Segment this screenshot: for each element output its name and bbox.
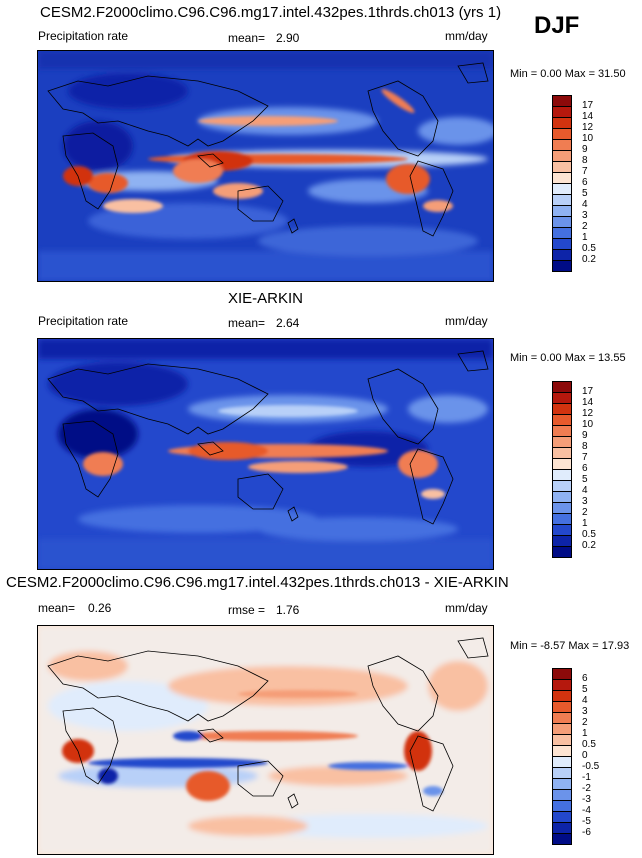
season-label: DJF: [534, 12, 580, 39]
colorbar-label: 5: [582, 474, 588, 485]
colorbar-label: 7: [582, 166, 588, 177]
panel-3-map: [37, 625, 494, 855]
colorbar-label: 3: [582, 210, 588, 221]
panel-1-colorbar: [552, 95, 572, 272]
panel-1-mean-label: mean=: [228, 31, 266, 45]
colorbar-label: 0: [582, 750, 588, 761]
colorbar-label: 0.2: [582, 540, 596, 551]
panel-3-units: mm/day: [445, 601, 488, 615]
colorbar-label: 0.5: [582, 529, 596, 540]
colorbar-label: 1: [582, 728, 588, 739]
colorbar-label: 1: [582, 518, 588, 529]
colorbar-label: -0.5: [582, 761, 600, 772]
colorbar-label: 0.5: [582, 739, 596, 750]
panel-3-mean-label: mean=: [38, 601, 76, 615]
colorbar-label: 2: [582, 717, 588, 728]
colorbar-label: 12: [582, 408, 594, 419]
panel-1-map-field: [38, 51, 493, 281]
colorbar-label: 12: [582, 122, 594, 133]
colorbar-label: 2: [582, 507, 588, 518]
panel-3-map-field: [38, 626, 493, 854]
colorbar-label: 17: [582, 100, 594, 111]
colorbar-label: 9: [582, 430, 588, 441]
colorbar-label: -3: [582, 794, 591, 805]
panel-1-map: [37, 50, 494, 282]
colorbar-label: 6: [582, 177, 588, 188]
panel-2-units: mm/day: [445, 314, 488, 328]
colorbar-label: 3: [582, 496, 588, 507]
panel-2-colorbar: [552, 381, 572, 558]
panel-1-units: mm/day: [445, 29, 488, 43]
panel-2-mean-value: 2.64: [276, 316, 300, 330]
colorbar-label: 3: [582, 706, 588, 717]
colorbar-label: 7: [582, 452, 588, 463]
panel-1-variable: Precipitation rate: [38, 29, 129, 43]
colorbar-label: 4: [582, 695, 588, 706]
colorbar-label: 14: [582, 111, 594, 122]
panel-3-rmse-label: rmse =: [228, 603, 266, 617]
colorbar-label: 0.5: [582, 243, 596, 254]
colorbar-label: 6: [582, 463, 588, 474]
panel-3-min-max: Min = -8.57 Max = 17.93: [510, 640, 630, 652]
panel-2-min-max: Min = 0.00 Max = 13.55: [510, 352, 626, 364]
panel-2-mean-label: mean=: [228, 316, 266, 330]
panel-2-map-field: [38, 339, 493, 569]
colorbar-label: 10: [582, 133, 594, 144]
panel-3-mean-value: 0.26: [88, 601, 112, 615]
colorbar-label: -5: [582, 816, 591, 827]
colorbar-label: 4: [582, 485, 588, 496]
colorbar-label: -1: [582, 772, 591, 783]
colorbar-label: -4: [582, 805, 591, 816]
colorbar-label: 0.2: [582, 254, 596, 265]
colorbar-label: 6: [582, 673, 588, 684]
panel-2-title: XIE-ARKIN: [228, 290, 304, 307]
colorbar-label: 2: [582, 221, 588, 232]
colorbar-label: 5: [582, 188, 588, 199]
colorbar-label: 9: [582, 144, 588, 155]
panel-3-rmse-value: 1.76: [276, 603, 300, 617]
panel-1-min-max: Min = 0.00 Max = 31.50: [510, 68, 626, 80]
colorbar-label: -6: [582, 827, 591, 838]
colorbar-label: -2: [582, 783, 591, 794]
colorbar-label: 8: [582, 441, 588, 452]
panel-3-title: CESM2.F2000climo.C96.C96.mg17.intel.432p…: [6, 574, 509, 591]
colorbar-label: 14: [582, 397, 594, 408]
panel-1-mean-value: 2.90: [276, 31, 300, 45]
colorbar-label: 1: [582, 232, 588, 243]
colorbar-label: 8: [582, 155, 588, 166]
panel-2-map: [37, 338, 494, 570]
panel-1-title: CESM2.F2000climo.C96.C96.mg17.intel.432p…: [40, 4, 502, 21]
colorbar-label: 5: [582, 684, 588, 695]
panel-2-variable: Precipitation rate: [38, 314, 129, 328]
colorbar-label: 10: [582, 419, 594, 430]
colorbar-label: 17: [582, 386, 594, 397]
panel-3-colorbar: [552, 668, 572, 845]
colorbar-label: 4: [582, 199, 588, 210]
